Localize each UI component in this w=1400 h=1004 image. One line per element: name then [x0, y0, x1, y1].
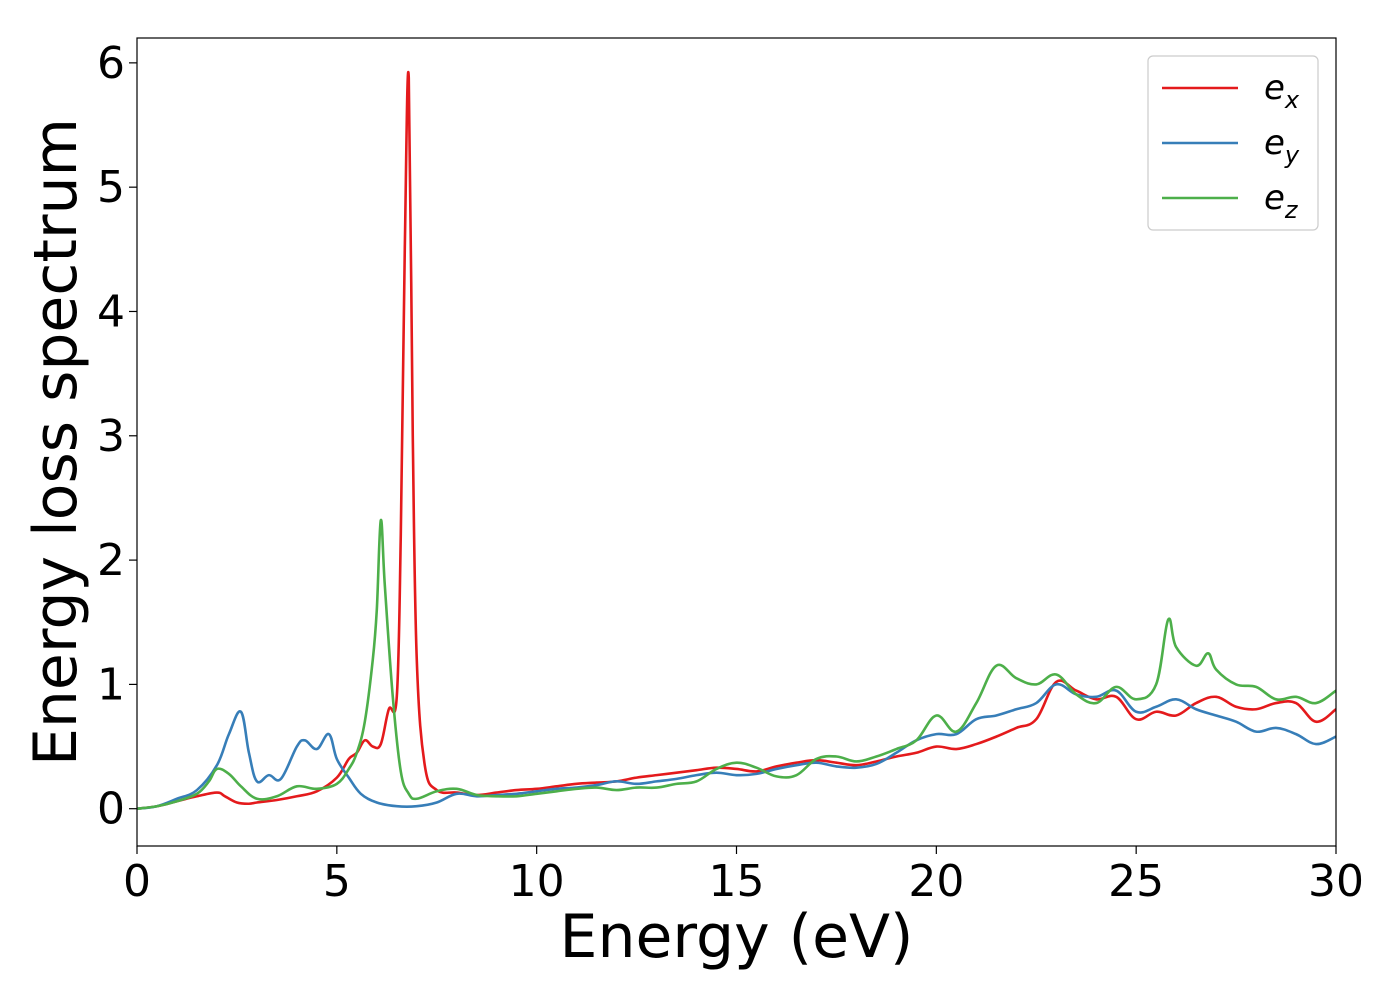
y-axis-title: Energy loss spectrum — [21, 118, 91, 766]
series-line-y — [137, 682, 1336, 811]
legend-label-x: ex — [1264, 68, 1300, 114]
x-tick-label: 25 — [1108, 856, 1164, 907]
legend-label-z: ez — [1264, 178, 1299, 224]
legend-label-y: ey — [1264, 123, 1300, 169]
x-tick-label: 10 — [509, 856, 565, 907]
y-tick-label: 6 — [97, 38, 125, 89]
y-tick-label: 1 — [97, 659, 125, 710]
x-tick-label: 5 — [323, 856, 351, 907]
y-tick-label: 4 — [97, 286, 125, 337]
x-tick-label: 15 — [709, 856, 765, 907]
y-tick-label: 2 — [97, 535, 125, 586]
series-line-x — [137, 70, 1336, 811]
x-tick-label: 0 — [123, 856, 151, 907]
series-line-z — [137, 518, 1336, 811]
y-tick-label: 3 — [97, 411, 125, 462]
x-axis-title: Energy (eV) — [560, 902, 914, 972]
axis-ticks: 0 5 10 15 20 25 30 0 1 2 3 4 5 6 — [97, 38, 1364, 907]
plot-area — [137, 70, 1336, 811]
x-tick-label: 30 — [1308, 856, 1364, 907]
x-tick-label: 20 — [908, 856, 964, 907]
y-tick-label: 0 — [97, 784, 125, 835]
legend: ex ey ez — [1147, 55, 1319, 231]
y-tick-label: 5 — [97, 162, 125, 213]
